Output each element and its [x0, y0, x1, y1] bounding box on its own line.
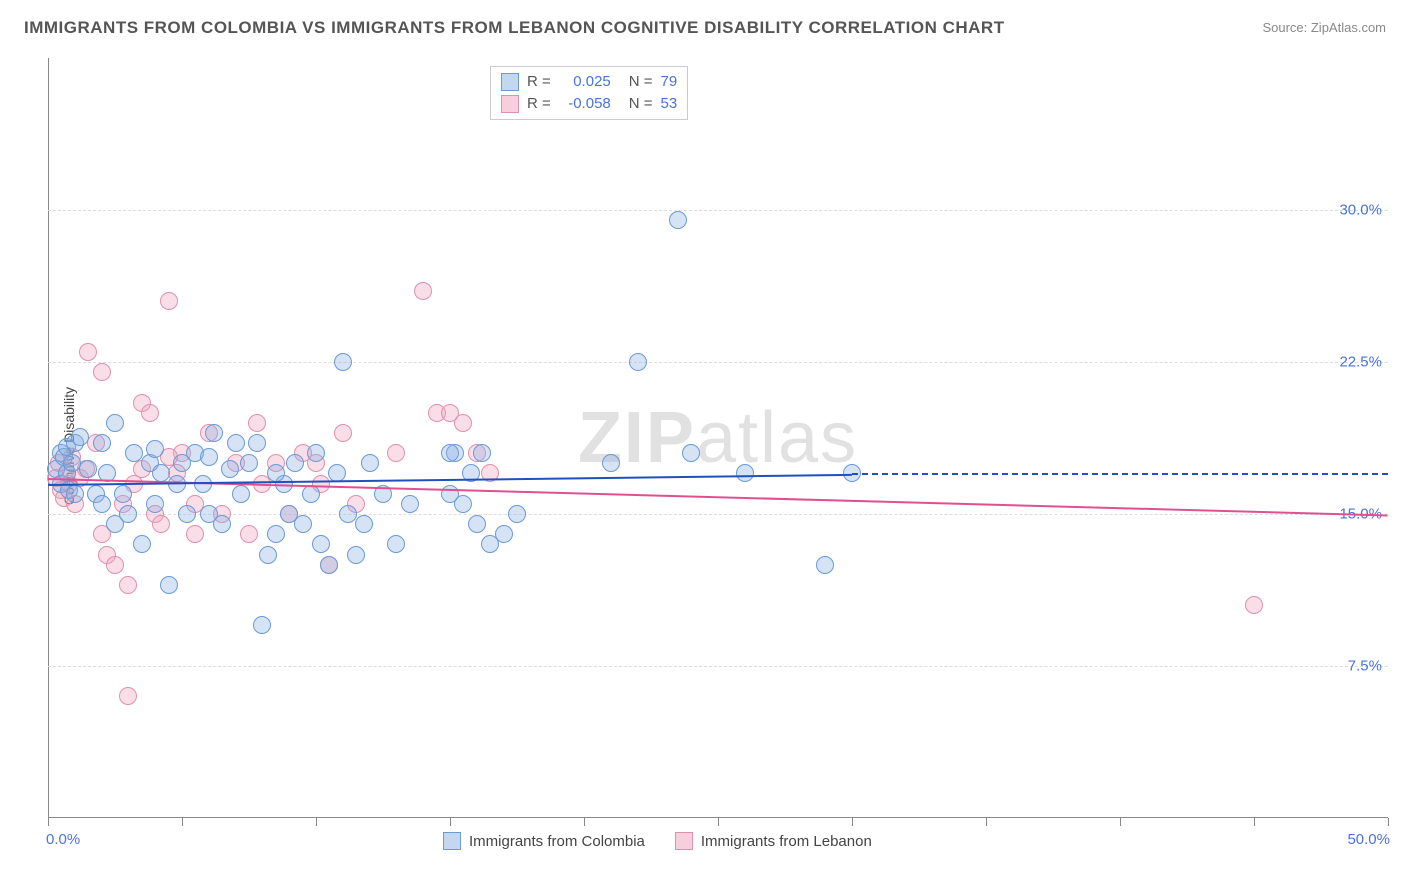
legend-label: Immigrants from Lebanon — [701, 833, 872, 850]
legend-row-lebanon: R = -0.058 N = 53 — [501, 93, 677, 115]
r-value: -0.058 — [559, 93, 611, 115]
series-legend: Immigrants from Colombia Immigrants from… — [443, 832, 872, 850]
x-max-label: 50.0% — [1347, 831, 1390, 848]
swatch-lebanon — [501, 95, 519, 113]
legend-item-colombia: Immigrants from Colombia — [443, 832, 645, 850]
legend-item-lebanon: Immigrants from Lebanon — [675, 832, 872, 850]
r-value: 0.025 — [559, 71, 611, 93]
swatch-colombia — [501, 73, 519, 91]
n-value: 79 — [661, 71, 678, 93]
swatch-lebanon — [675, 832, 693, 850]
legend-row-colombia: R = 0.025 N = 79 — [501, 71, 677, 93]
correlation-legend: R = 0.025 N = 79 R = -0.058 N = 53 — [490, 66, 688, 120]
source-attribution: Source: ZipAtlas.com — [1262, 20, 1386, 35]
x-min-label: 0.0% — [46, 831, 80, 848]
r-label: R = — [527, 93, 551, 115]
watermark: ZIPatlas — [578, 397, 858, 479]
legend-label: Immigrants from Colombia — [469, 833, 645, 850]
n-label: N = — [629, 93, 653, 115]
y-axis-line — [48, 58, 49, 818]
n-label: N = — [629, 71, 653, 93]
chart-title: IMMIGRANTS FROM COLOMBIA VS IMMIGRANTS F… — [24, 18, 1005, 38]
n-value: 53 — [661, 93, 678, 115]
plot-area: 7.5%15.0%22.5%30.0% ZIPatlas R = 0.025 N… — [48, 58, 1388, 818]
r-label: R = — [527, 71, 551, 93]
swatch-colombia — [443, 832, 461, 850]
